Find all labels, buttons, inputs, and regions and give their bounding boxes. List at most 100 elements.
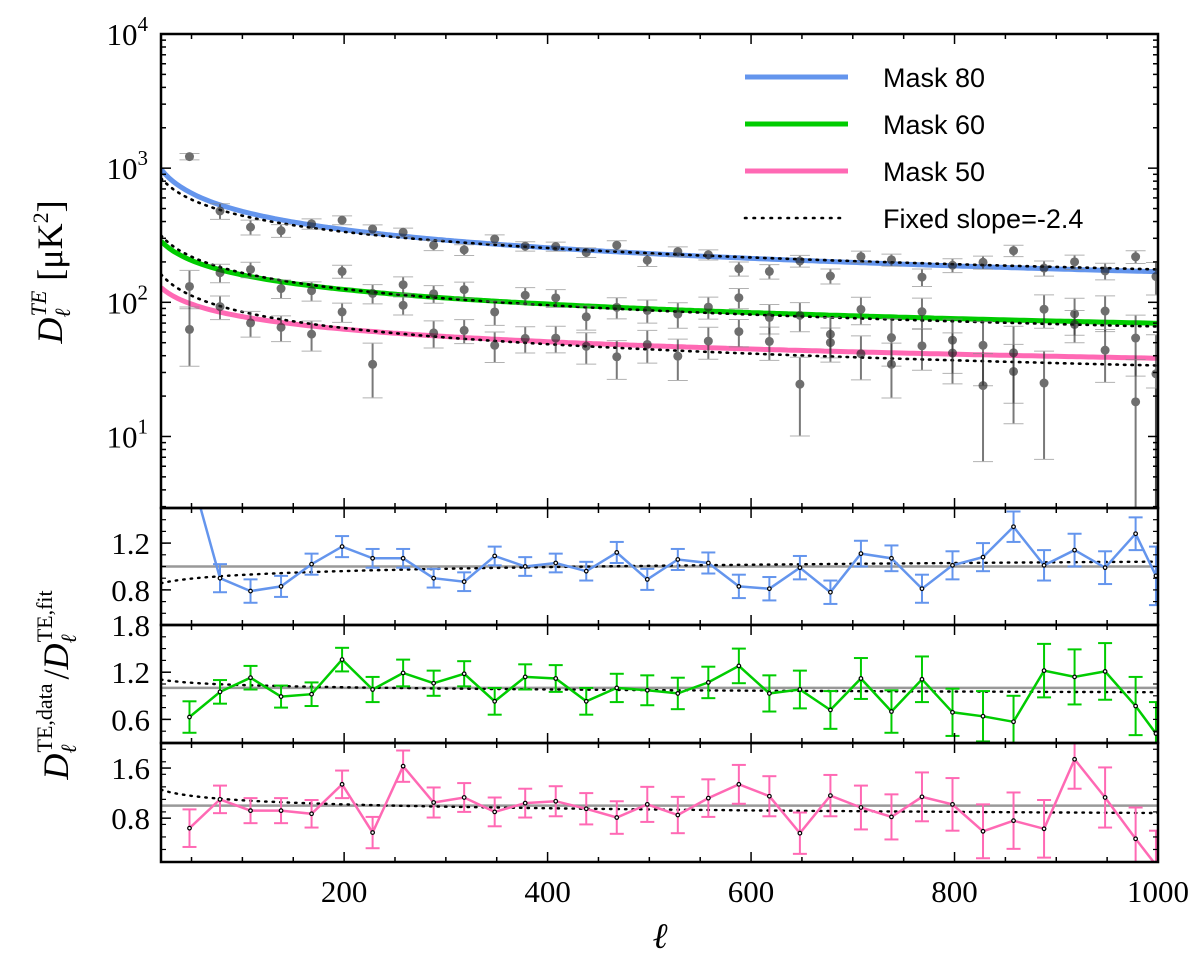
data-point (1095, 295, 1116, 333)
data-marker (520, 290, 530, 300)
data-marker (246, 264, 256, 274)
ratio-marker (919, 586, 925, 592)
data-point (606, 340, 627, 380)
fit-curve-mask-60 (161, 239, 1158, 326)
ratio-marker (705, 795, 711, 801)
ratio-panel-plot-area-1 (161, 466, 1158, 607)
ratio-marker (614, 815, 620, 820)
data-marker (642, 305, 652, 315)
ratio-marker (431, 800, 437, 805)
data-marker (1131, 252, 1141, 262)
data-marker (1039, 263, 1049, 273)
data-point (515, 287, 536, 305)
fixed-slope-curve (161, 273, 1158, 367)
ratio-marker (889, 555, 894, 561)
data-point (1003, 343, 1024, 425)
y-tick-label-base: 10 (107, 419, 138, 454)
data-marker (1009, 246, 1019, 256)
data-point (1064, 254, 1085, 271)
ratio-marker (583, 568, 589, 574)
data-point (881, 342, 902, 399)
ratio-marker (370, 830, 376, 835)
data-marker (551, 333, 561, 343)
ratio-marker (492, 698, 498, 704)
ratio-marker (1072, 547, 1077, 553)
data-marker (734, 327, 744, 337)
data-marker (917, 341, 927, 351)
data-point (911, 328, 932, 371)
data-marker (398, 280, 408, 290)
ratio-marker (492, 553, 498, 559)
data-point (606, 297, 627, 320)
legend-label: Mask 60 (883, 110, 985, 140)
data-point (332, 302, 353, 323)
data-marker (612, 240, 622, 250)
ratio-marker (431, 575, 437, 581)
ratio-ylabel-num-symbol: D (36, 754, 76, 781)
ratio-marker (217, 796, 223, 802)
data-point (1145, 387, 1158, 508)
ylabel-unit-exponent: 2 (28, 212, 53, 223)
data-point (271, 279, 292, 299)
ratio-marker (1154, 863, 1158, 867)
ratio-marker (400, 555, 406, 561)
data-point (210, 295, 231, 321)
x-tick-label: 200 (321, 874, 368, 909)
ratio-marker (248, 675, 253, 681)
ratio-marker (736, 583, 742, 589)
ratio-marker (766, 586, 772, 592)
data-marker (825, 271, 835, 281)
data-point (454, 319, 475, 345)
fixed-slope-ratio-curve (161, 678, 1158, 694)
y-tick-label: 0.8 (111, 801, 150, 836)
ratio-marker (950, 801, 955, 807)
data-point (1145, 262, 1158, 296)
y-tick-label-exponent: 3 (138, 146, 149, 170)
ratio-marker (980, 554, 986, 560)
ratio-marker (889, 709, 894, 714)
ratio-marker (1133, 703, 1139, 709)
ratio-marker (522, 674, 528, 680)
ratio-marker (339, 657, 345, 663)
data-marker (1070, 257, 1080, 267)
data-marker (337, 215, 347, 225)
ratio-marker (858, 805, 864, 810)
data-marker (551, 242, 561, 252)
ratio-marker (400, 763, 406, 769)
ratio-marker (828, 793, 833, 799)
x-tick-label: 600 (728, 874, 775, 909)
data-point (484, 234, 505, 244)
data-point (667, 246, 688, 258)
y-tick-label: 1.6 (111, 751, 150, 786)
data-marker (398, 227, 408, 237)
ratio-marker (188, 466, 192, 470)
data-point (820, 327, 841, 363)
data-marker (184, 324, 194, 334)
ratio-marker (675, 691, 681, 696)
ratio-marker (1011, 524, 1016, 530)
data-marker (917, 307, 927, 317)
data-marker (703, 250, 713, 260)
y-tick-label: 1.8 (111, 608, 150, 643)
y-tick-label: 1.2 (111, 526, 150, 561)
ylabel-subscript: ℓ (50, 308, 75, 318)
ratio-marker (461, 795, 467, 800)
data-point (393, 227, 414, 238)
y-tick-label: 104 (107, 12, 149, 52)
data-point (667, 338, 688, 381)
ratio-marker (889, 814, 894, 820)
ratio-marker (919, 794, 925, 800)
fixed-slope-curve (161, 234, 1158, 328)
ratio-marker (461, 579, 467, 585)
data-point (515, 241, 536, 252)
fixed-slope-curve (161, 176, 1158, 271)
data-marker (917, 272, 927, 282)
data-marker (215, 302, 225, 312)
data-marker (520, 241, 530, 251)
data-marker (581, 312, 591, 322)
data-point (240, 261, 261, 279)
data-marker (703, 336, 713, 346)
data-marker (337, 307, 347, 317)
data-marker (856, 304, 866, 314)
data-point (850, 250, 871, 264)
